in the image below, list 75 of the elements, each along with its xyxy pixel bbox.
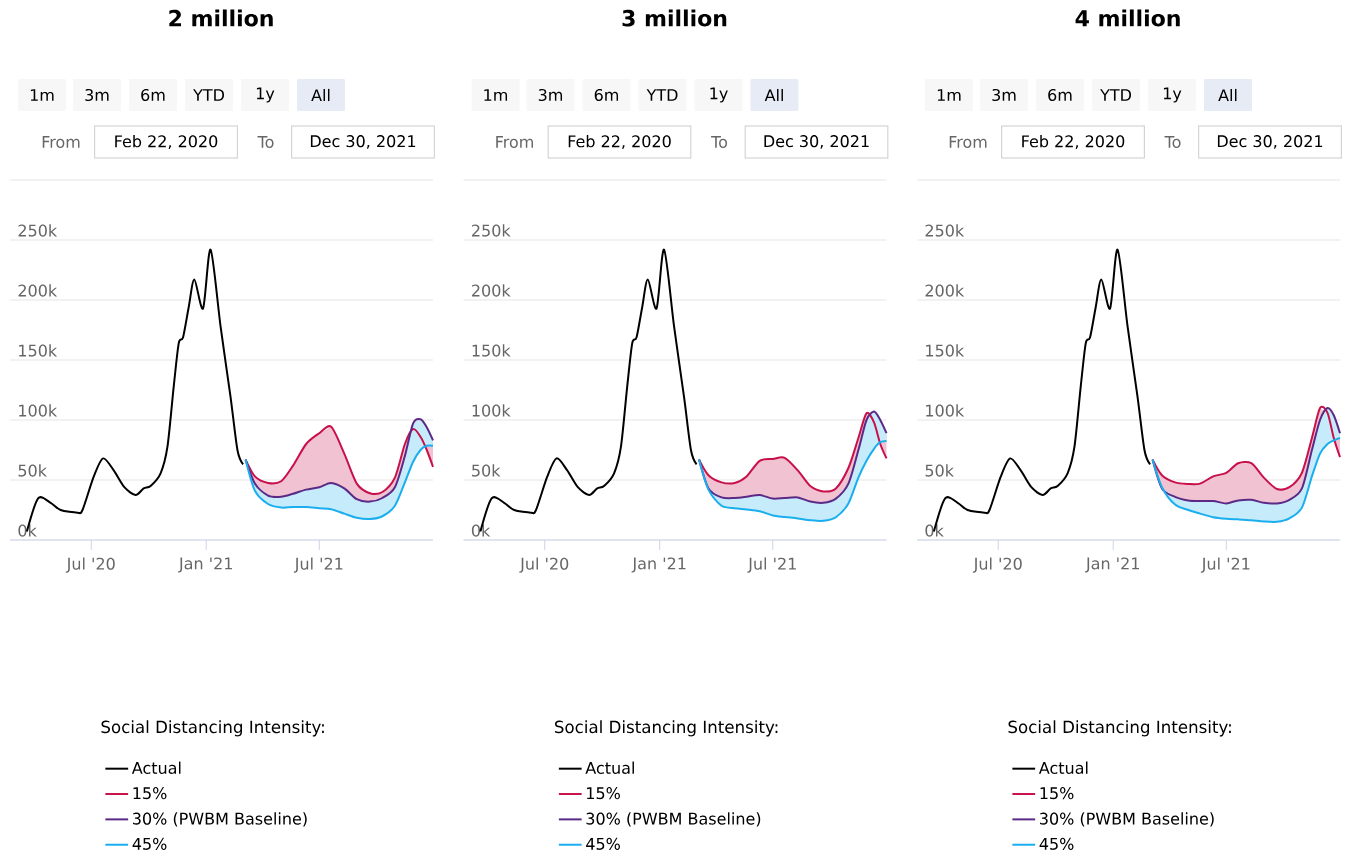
text: 6m	[141, 88, 165, 102]
x-tick-label: Jan '21	[178, 557, 232, 573]
text: 3m	[538, 88, 563, 102]
text: 1m	[937, 89, 961, 101]
chart-title: 2 million	[169, 9, 273, 27]
legend-label: 15%	[587, 787, 620, 800]
x-tick-label: Jul '21	[293, 557, 343, 573]
y-tick-label: 150k	[926, 344, 965, 357]
text: 1m	[30, 89, 54, 101]
text: YTD	[646, 89, 678, 101]
legend-title: Social Distancing Intensity:	[1008, 720, 1231, 737]
y-tick-label: 250k	[18, 224, 58, 237]
legend-label: 30% (PWBM Baseline)	[133, 812, 307, 827]
legend-label: Actual	[585, 761, 634, 774]
text: 3m	[85, 88, 109, 102]
legend-label: 15%	[1040, 787, 1074, 800]
y-tick-label: 0k	[18, 524, 37, 537]
y-tick-label: 150k	[472, 344, 511, 357]
text: From	[949, 136, 987, 148]
y-tick-label: 50k	[925, 464, 954, 477]
y-tick-label: 200k	[472, 284, 511, 297]
x-tick-label: Jul '20	[65, 557, 115, 573]
text: To	[711, 136, 728, 148]
y-tick-label: 200k	[18, 284, 58, 297]
legend-label: 15%	[133, 787, 167, 800]
text: YTD	[1100, 89, 1132, 101]
text: 3m	[992, 88, 1016, 102]
y-tick-label: 250k	[472, 224, 511, 237]
y-tick-label: 100k	[926, 404, 965, 417]
text: Feb 22, 2020	[1022, 134, 1125, 149]
text: All	[1218, 88, 1237, 102]
y-tick-label: 50k	[18, 464, 47, 477]
text: 6m	[1048, 88, 1072, 102]
legend-label: Actual	[1038, 761, 1088, 774]
y-tick-label: 250k	[925, 224, 965, 237]
legend-title: Social Distancing Intensity:	[101, 720, 324, 737]
text: 1y	[1163, 87, 1182, 103]
text: YTD	[193, 89, 224, 101]
x-tick-label: Jul '20	[972, 557, 1022, 573]
chart-title: 4 million	[1075, 9, 1180, 27]
text: Dec 30, 2021	[764, 135, 869, 149]
text: Feb 22, 2020	[115, 134, 218, 149]
y-tick-label: 200k	[925, 284, 965, 297]
legend-label: 30% (PWBM Baseline)	[1040, 812, 1214, 827]
chart-title: 3 million	[622, 9, 727, 27]
y-tick-label: 0k	[925, 524, 944, 537]
x-tick-label: Jan '21	[631, 557, 686, 573]
x-tick-label: Jul '21	[747, 557, 796, 573]
text: From	[42, 136, 80, 148]
text: From	[496, 136, 533, 148]
y-tick-label: 50k	[472, 464, 501, 477]
legend-title: Social Distancing Intensity:	[554, 720, 778, 737]
y-tick-label: 150k	[19, 344, 58, 357]
text: 6m	[594, 88, 619, 102]
text: To	[257, 136, 274, 148]
text: 1y	[710, 87, 728, 103]
legend-label: 45%	[132, 837, 167, 850]
text: Dec 30, 2021	[310, 135, 416, 149]
legend-label: 45%	[1039, 837, 1074, 850]
text: Feb 22, 2020	[568, 134, 671, 149]
text: Dec 30, 2021	[1217, 135, 1323, 149]
text: All	[311, 88, 330, 102]
text: All	[764, 88, 783, 102]
legend-label: 45%	[586, 837, 620, 850]
x-tick-label: Jul '20	[519, 557, 569, 573]
legend-label: Actual	[131, 761, 181, 774]
y-tick-label: 100k	[472, 404, 511, 417]
text: 1y	[256, 87, 275, 103]
legend-label: 30% (PWBM Baseline)	[586, 812, 761, 827]
text: 1m	[484, 89, 508, 101]
x-tick-label: Jul '21	[1200, 557, 1250, 573]
text: To	[1164, 136, 1181, 148]
x-tick-label: Jan '21	[1085, 557, 1139, 573]
y-tick-label: 100k	[19, 404, 58, 417]
y-tick-label: 0k	[471, 524, 491, 537]
